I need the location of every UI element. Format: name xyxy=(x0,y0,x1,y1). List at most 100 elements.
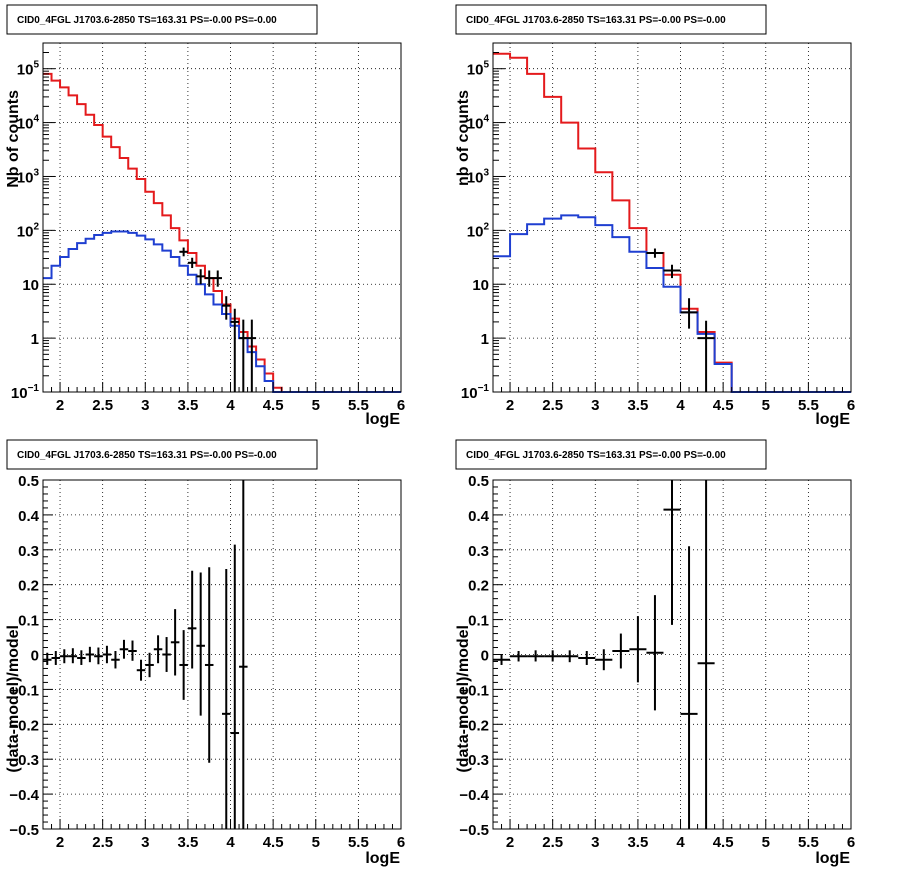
x-tick-label: 5.5 xyxy=(798,834,819,851)
x-tick-label: 5 xyxy=(762,397,770,414)
data-point xyxy=(680,546,698,829)
data-point xyxy=(646,595,664,711)
chart-title-box xyxy=(455,439,767,470)
histogram-series-2 xyxy=(43,230,401,393)
data-point xyxy=(510,651,528,662)
data-point xyxy=(128,640,137,661)
chart-title-box xyxy=(6,4,318,35)
data-point xyxy=(196,572,205,716)
data-point xyxy=(187,570,197,669)
data-point xyxy=(544,650,562,662)
x-tick-label: 3 xyxy=(141,397,149,414)
x-tick-label: 3.5 xyxy=(627,397,648,414)
plot-frame xyxy=(492,42,852,393)
y-tick-label: 0.1 xyxy=(468,613,489,630)
x-tick-label: 2 xyxy=(506,397,514,414)
chart-panel-2: CID0_4FGL J1703.6-2850 TS=163.31 PS=-0.0… xyxy=(455,4,855,428)
data-point xyxy=(111,651,120,669)
data-point xyxy=(493,654,511,665)
y-tick-label: 0.4 xyxy=(18,508,40,525)
y-tick-label: −0.2 xyxy=(9,717,39,734)
data-point xyxy=(663,480,681,625)
histogram-series-1 xyxy=(493,52,851,393)
data-point xyxy=(187,257,197,269)
y-tick-label: 0.2 xyxy=(468,578,489,595)
x-tick-label: 2.5 xyxy=(542,834,563,851)
x-tick-label: 2.5 xyxy=(92,834,113,851)
y-tick-label: 1 xyxy=(31,331,39,348)
x-tick-label: 3.5 xyxy=(627,834,648,851)
y-tick-label: 103 xyxy=(17,167,40,186)
data-point xyxy=(204,567,214,763)
y-tick-label: 103 xyxy=(467,167,490,186)
data-point xyxy=(663,264,681,279)
y-tick-label: 10−1 xyxy=(11,383,40,402)
y-tick-label: 105 xyxy=(467,60,490,79)
y-tick-label: −0.2 xyxy=(459,717,489,734)
data-point xyxy=(204,270,214,287)
y-tick-label: 102 xyxy=(17,221,40,240)
data-point xyxy=(222,568,231,829)
y-tick-label: 0.1 xyxy=(18,613,39,630)
y-axis-label: Nb of counts xyxy=(5,90,22,188)
data-point xyxy=(153,635,163,664)
x-tick-label: 3.5 xyxy=(177,834,198,851)
y-tick-label: 0.5 xyxy=(18,473,39,490)
data-point xyxy=(612,633,630,669)
y-tick-label: −0.4 xyxy=(9,787,39,804)
x-tick-label: 3.5 xyxy=(177,397,198,414)
x-tick-label: 5.5 xyxy=(798,397,819,414)
x-tick-label: 2.5 xyxy=(92,397,113,414)
data-point xyxy=(196,269,205,285)
x-tick-label: 6 xyxy=(397,397,405,414)
y-tick-label: −0.1 xyxy=(9,682,39,699)
y-tick-label: −0.3 xyxy=(9,752,39,769)
data-point xyxy=(239,480,248,829)
data-point xyxy=(119,639,129,659)
x-tick-label: 2 xyxy=(56,834,64,851)
y-tick-label: 0.4 xyxy=(468,508,490,525)
data-point xyxy=(646,248,664,258)
x-tick-label: 5 xyxy=(762,834,770,851)
data-point xyxy=(85,646,95,663)
data-point xyxy=(77,650,86,665)
x-tick-label: 6 xyxy=(847,397,855,414)
y-tick-label: 105 xyxy=(17,60,40,79)
y-tick-label: 1 xyxy=(481,331,489,348)
x-tick-label: 6 xyxy=(397,834,405,851)
y-tick-label: 10 xyxy=(22,277,39,294)
x-tick-label: 4.5 xyxy=(713,834,734,851)
x-axis-label: logE xyxy=(365,411,400,428)
data-point xyxy=(527,650,545,662)
data-point xyxy=(629,616,647,683)
histogram-series-1 xyxy=(43,72,401,393)
chart-title: CID0_4FGL J1703.6-2850 TS=163.31 PS=-0.0… xyxy=(17,450,277,461)
chart-panel-1: CID0_4FGL J1703.6-2850 TS=163.31 PS=-0.0… xyxy=(5,4,405,428)
data-point xyxy=(94,647,103,665)
y-tick-label: 104 xyxy=(17,114,40,133)
y-tick-label: 0 xyxy=(31,648,39,665)
data-point xyxy=(247,319,257,392)
y-tick-label: 0.3 xyxy=(468,543,489,560)
x-tick-label: 4.5 xyxy=(263,397,284,414)
y-tick-label: −0.3 xyxy=(459,752,489,769)
data-point xyxy=(239,319,248,392)
y-tick-label: −0.5 xyxy=(459,822,489,839)
data-point xyxy=(68,648,78,664)
x-tick-label: 5 xyxy=(312,834,320,851)
data-point xyxy=(680,298,698,329)
x-axis-label: logE xyxy=(365,850,400,867)
data-point xyxy=(697,480,715,829)
data-point xyxy=(179,247,188,257)
x-tick-label: 3 xyxy=(591,397,599,414)
chart-panel-3: CID0_4FGL J1703.6-2850 TS=163.31 PS=-0.0… xyxy=(5,439,405,867)
data-point xyxy=(697,320,715,392)
x-tick-label: 4 xyxy=(676,834,685,851)
x-tick-label: 4.5 xyxy=(713,397,734,414)
y-tick-label: 102 xyxy=(467,221,490,240)
data-point xyxy=(51,651,61,665)
x-tick-label: 3 xyxy=(591,834,599,851)
data-point xyxy=(145,652,154,678)
chart-title: CID0_4FGL J1703.6-2850 TS=163.31 PS=-0.0… xyxy=(466,15,726,26)
x-tick-label: 6 xyxy=(847,834,855,851)
